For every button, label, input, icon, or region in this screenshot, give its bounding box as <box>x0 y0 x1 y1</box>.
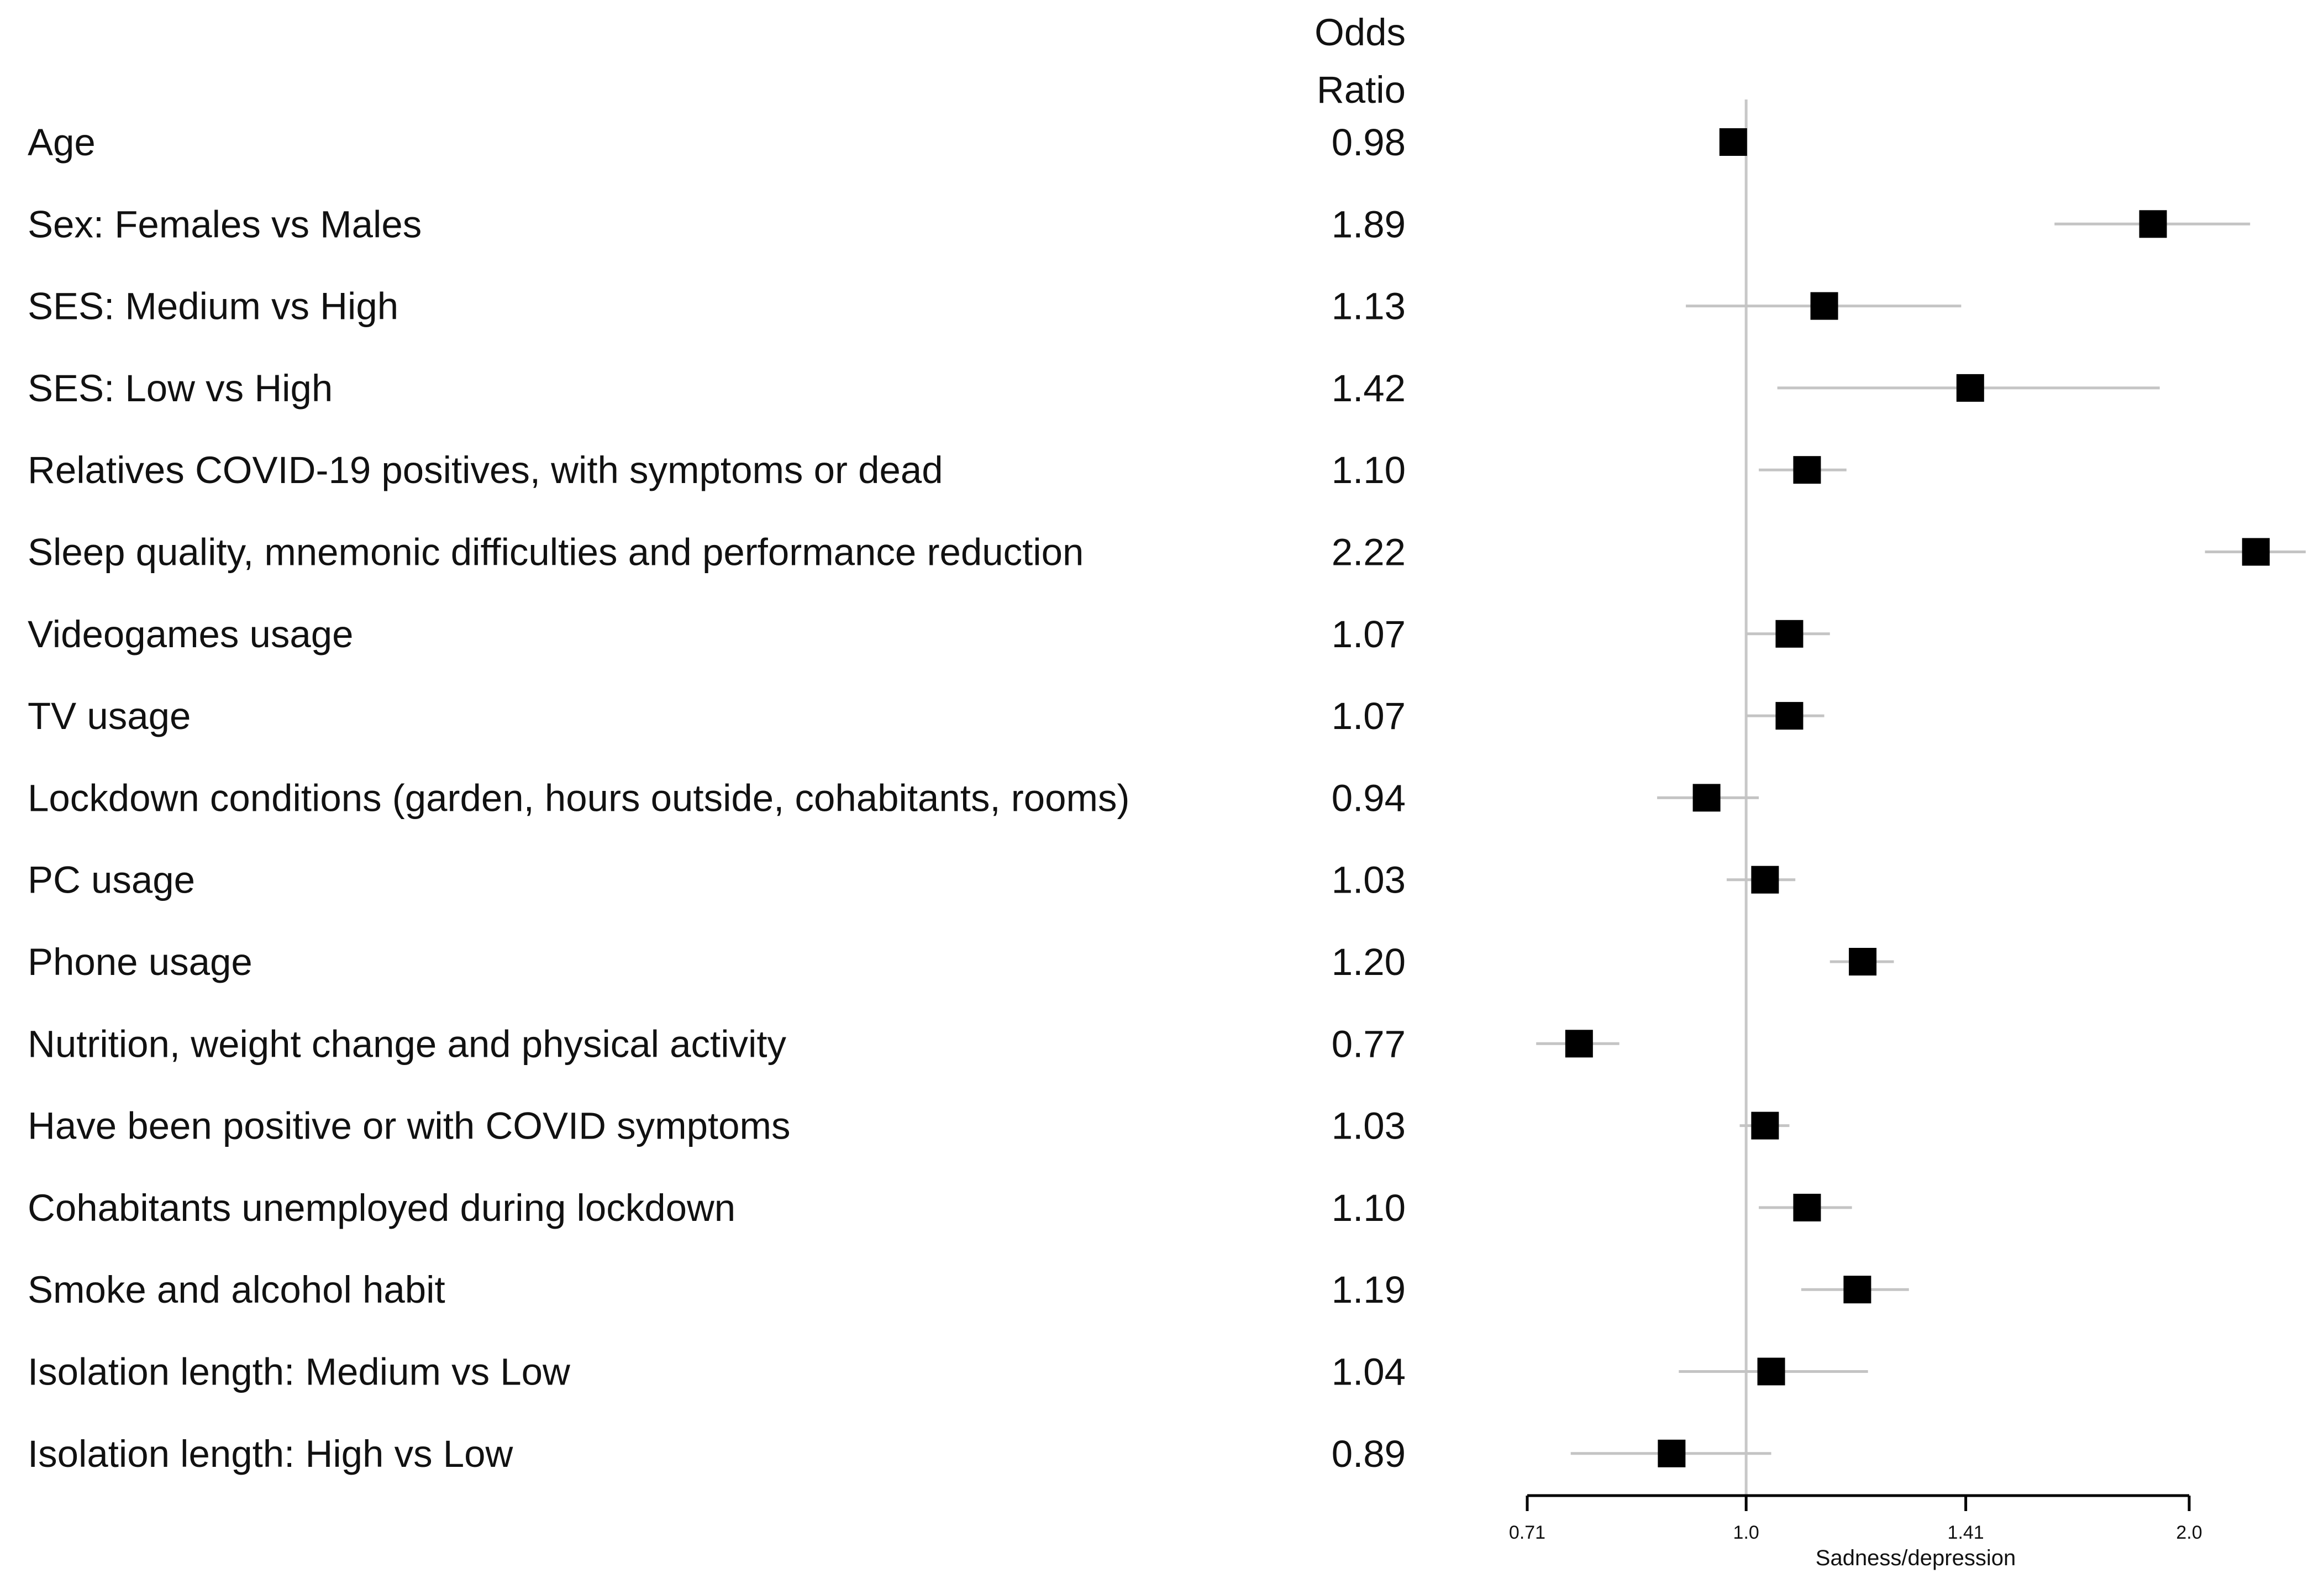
odds-ratio-value: 0.94 <box>1332 777 1406 819</box>
row-label: Sex: Females vs Males <box>28 203 422 245</box>
x-axis: 0.71 1.0 1.41 2.0 <box>1509 1494 2202 1543</box>
row-label: Videogames usage <box>28 613 354 655</box>
x-tick-label: 2.0 <box>2176 1522 2202 1543</box>
forest-row: Age 0.98 <box>28 121 1747 164</box>
odds-ratio-marker <box>1793 456 1821 484</box>
odds-ratio-marker <box>1692 784 1721 812</box>
forest-row: Smoke and alcohol habit 1.19 <box>28 1268 1909 1311</box>
odds-ratio-marker <box>1775 702 1804 730</box>
row-label: PC usage <box>28 859 195 901</box>
row-label: SES: Medium vs High <box>28 285 398 328</box>
row-label: TV usage <box>28 695 191 737</box>
forest-row: Sex: Females vs Males 1.89 <box>28 203 2251 245</box>
odds-ratio-value: 1.19 <box>1332 1268 1406 1311</box>
odds-ratio-marker <box>2139 210 2167 238</box>
odds-ratio-value: 0.89 <box>1332 1433 1406 1475</box>
odds-ratio-value: 1.03 <box>1332 1105 1406 1147</box>
forest-row: SES: Medium vs High 1.13 <box>28 285 1962 328</box>
odds-ratio-value: 1.13 <box>1332 285 1406 328</box>
row-label: Age <box>28 121 96 164</box>
odds-ratio-marker <box>2242 538 2270 566</box>
odds-ratio-value: 1.03 <box>1332 859 1406 901</box>
forest-row: Have been positive or with COVID symptom… <box>28 1105 1790 1147</box>
row-label: Relatives COVID-19 positives, with sympt… <box>28 449 943 491</box>
forest-row: Sleep quality, mnemonic difficulties and… <box>28 531 2306 574</box>
odds-ratio-value: 1.89 <box>1332 203 1406 245</box>
odds-ratio-value: 1.10 <box>1332 1187 1406 1229</box>
odds-ratio-value: 1.07 <box>1332 613 1406 655</box>
row-label: Nutrition, weight change and physical ac… <box>28 1022 787 1065</box>
header-odds: Odds <box>1315 11 1406 54</box>
forest-row: TV usage 1.07 <box>28 695 1825 737</box>
odds-ratio-marker <box>1843 1276 1871 1304</box>
x-tick-label: 1.41 <box>1948 1522 1984 1543</box>
odds-ratio-marker <box>1719 128 1747 156</box>
odds-ratio-value: 1.07 <box>1332 695 1406 737</box>
odds-ratio-value: 1.04 <box>1332 1351 1406 1393</box>
row-label: SES: Low vs High <box>28 367 333 410</box>
row-label: Lockdown conditions (garden, hours outsi… <box>28 777 1129 819</box>
odds-ratio-value: 0.98 <box>1332 121 1406 164</box>
odds-ratio-marker <box>1849 948 1877 976</box>
x-tick-label: 0.71 <box>1509 1522 1545 1543</box>
row-label: Isolation length: High vs Low <box>28 1433 513 1475</box>
odds-ratio-marker <box>1757 1357 1785 1386</box>
forest-row: Videogames usage 1.07 <box>28 613 1830 655</box>
forest-row: Relatives COVID-19 positives, with sympt… <box>28 449 1847 491</box>
odds-ratio-value: 0.77 <box>1332 1022 1406 1065</box>
odds-ratio-marker <box>1751 866 1779 894</box>
x-axis-label: Sadness/depression <box>1816 1546 2016 1570</box>
odds-ratio-value: 1.42 <box>1332 367 1406 410</box>
forest-row: Nutrition, weight change and physical ac… <box>28 1022 1620 1065</box>
row-label: Smoke and alcohol habit <box>28 1268 445 1311</box>
forest-row: Isolation length: Medium vs Low 1.04 <box>28 1351 1868 1393</box>
odds-ratio-marker <box>1751 1111 1779 1140</box>
forest-row: Isolation length: High vs Low 0.89 <box>28 1433 1771 1475</box>
odds-ratio-value: 1.10 <box>1332 449 1406 491</box>
odds-ratio-marker <box>1565 1030 1593 1058</box>
row-label: Sleep quality, mnemonic difficulties and… <box>28 531 1084 574</box>
row-label: Phone usage <box>28 941 253 983</box>
forest-row: SES: Low vs High 1.42 <box>28 367 2160 410</box>
header-ratio: Ratio <box>1317 69 1406 111</box>
odds-ratio-marker <box>1793 1193 1821 1221</box>
odds-ratio-marker <box>1658 1439 1686 1467</box>
odds-ratio-marker <box>1810 292 1838 320</box>
forest-row: Lockdown conditions (garden, hours outsi… <box>28 777 1759 819</box>
odds-ratio-marker <box>1956 374 1984 402</box>
forest-row: PC usage 1.03 <box>28 859 1796 901</box>
row-label: Isolation length: Medium vs Low <box>28 1351 570 1393</box>
odds-ratio-marker <box>1775 620 1804 648</box>
odds-ratio-value: 1.20 <box>1332 941 1406 983</box>
x-tick-label: 1.0 <box>1733 1522 1759 1543</box>
forest-row: Phone usage 1.20 <box>28 941 1894 983</box>
row-label: Cohabitants unemployed during lockdown <box>28 1187 735 1229</box>
forest-row: Cohabitants unemployed during lockdown 1.… <box>28 1187 1852 1229</box>
rows-layer: Age 0.98 Sex: Females vs Males 1.89 SES: Med… <box>28 99 2306 1496</box>
odds-ratio-value: 2.22 <box>1332 531 1406 574</box>
row-label: Have been positive or with COVID symptom… <box>28 1105 791 1147</box>
